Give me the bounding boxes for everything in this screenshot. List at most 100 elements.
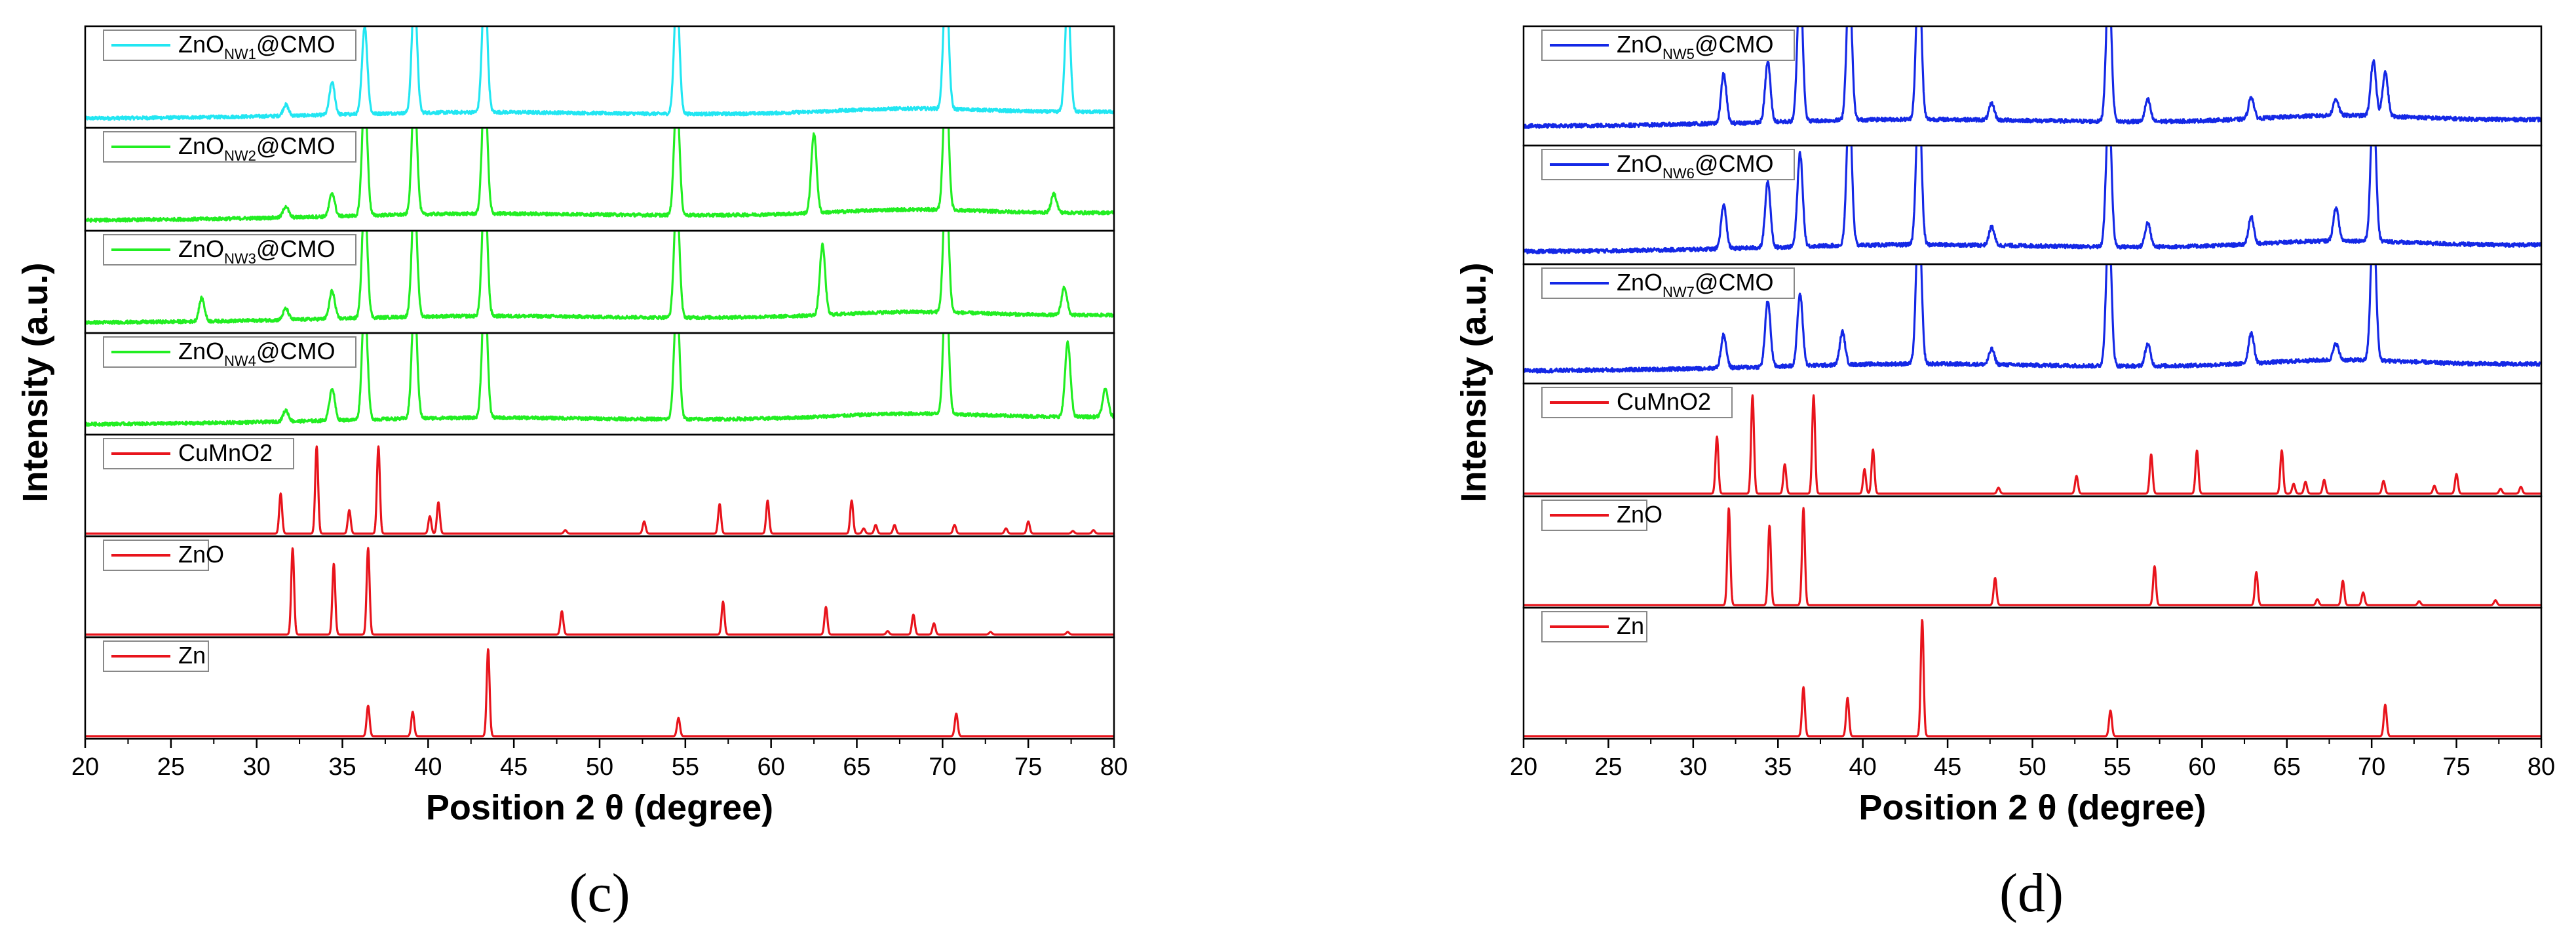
legend-label: ZnONW4@CMO (178, 338, 335, 369)
series-line-ZnO_NW4@CMO (85, 333, 1114, 427)
legend-label-main: Zn (178, 642, 206, 669)
series-line-CuMnO2 (85, 445, 1114, 535)
series-line-Zn (85, 648, 1114, 738)
x-tick-label: 70 (929, 753, 956, 781)
panel-label-d: (d) (1999, 863, 2064, 924)
legend-ZnO_NW6@CMO: ZnONW6@CMO (1541, 149, 1795, 182)
legend-label: ZnONW6@CMO (1617, 150, 1773, 182)
legend-CuMnO2: CuMnO2 (103, 438, 294, 469)
series-line-ZnO (85, 547, 1114, 636)
x-tick-label: 30 (1680, 753, 1707, 781)
series-c-1 (85, 128, 1114, 223)
legend-box (103, 131, 356, 163)
series-c-6 (85, 648, 1114, 738)
legend-ZnO_NW5@CMO: ZnONW5@CMO (1541, 30, 1795, 62)
series-line-ZnO_NW5@CMO (1524, 26, 2541, 129)
legend-label-main: ZnO (1617, 269, 1663, 296)
series-line-ZnO_NW6@CMO (1524, 146, 2541, 254)
x-tick-label: 35 (328, 753, 356, 781)
legend-label-tail: @CMO (1695, 31, 1774, 58)
legend-label: Zn (178, 642, 206, 669)
legend-label-sub: NW3 (224, 250, 256, 267)
x-tick-label: 50 (586, 753, 613, 781)
legend-ZnO_NW1@CMO: ZnONW1@CMO (103, 30, 356, 62)
series-frame (84, 636, 1115, 740)
x-tick-label: 25 (157, 753, 185, 781)
legend-label-main: ZnO (1617, 150, 1663, 177)
x-tick-label: 45 (1934, 753, 1961, 781)
x-tick-label: 60 (758, 753, 785, 781)
legend-label: ZnONW5@CMO (1617, 31, 1773, 62)
series-line-ZnO_NW1@CMO (85, 26, 1114, 121)
x-tick-label: 55 (672, 753, 699, 781)
chart-d: ZnONW5@CMOZnONW6@CMOZnONW7@CMOCuMnO2ZnOZ… (1454, 25, 2555, 924)
series-frame (1522, 606, 2543, 740)
x-tick-label: 70 (2358, 753, 2385, 781)
series-c-5 (85, 547, 1114, 636)
series-d-2 (1524, 264, 2541, 374)
y-axis-label: Intensity (a.u.) (16, 262, 55, 502)
legend-label-main: CuMnO2 (178, 439, 273, 466)
legend-label: CuMnO2 (178, 439, 273, 466)
legend-label: ZnONW2@CMO (178, 132, 335, 164)
chart-c: ZnONW1@CMOZnONW2@CMOZnONW3@CMOZnONW4@CMO… (16, 25, 1128, 924)
legend-label-main: ZnO (178, 235, 224, 262)
series-line-ZnO_NW7@CMO (1524, 264, 2541, 374)
legend-label: ZnONW1@CMO (178, 31, 335, 62)
legend-CuMnO2: CuMnO2 (1541, 387, 1733, 418)
x-tick-label: 40 (1849, 753, 1877, 781)
series-frame (1522, 495, 2543, 609)
legend-label-main: ZnO (178, 132, 224, 159)
legend-ZnO_NW7@CMO: ZnONW7@CMO (1541, 267, 1795, 300)
x-tick-label: 40 (414, 753, 442, 781)
x-tick-label: 65 (843, 753, 870, 781)
legend-Zn: Zn (1541, 611, 1647, 642)
legend-label-tail: @CMO (256, 338, 336, 364)
x-tick-label: 80 (1100, 753, 1128, 781)
series-c-0 (85, 26, 1114, 121)
series-c-3 (85, 333, 1114, 427)
x-tick-label: 45 (500, 753, 528, 781)
x-tick-label: 75 (2442, 753, 2470, 781)
legend-box (1541, 30, 1795, 61)
legend-label-tail: @CMO (256, 235, 336, 262)
x-tick-label: 60 (2188, 753, 2216, 781)
legend-label-main: ZnO (1617, 501, 1663, 528)
series-line-Zn (1524, 619, 2541, 738)
series-d-0 (1524, 26, 2541, 129)
legend-ZnO: ZnO (103, 540, 224, 571)
x-tick-label: 20 (71, 753, 99, 781)
legend-label-main: ZnO (1617, 31, 1663, 58)
series-c-4 (85, 445, 1114, 535)
legend-label-main: Zn (1617, 612, 1644, 639)
series-d-4 (1524, 507, 2541, 606)
series-line-ZnO_NW3@CMO (85, 231, 1114, 325)
legend-label-tail: @CMO (1695, 150, 1774, 177)
legend-label-sub: NW4 (224, 353, 256, 369)
legend-label-sub: NW1 (224, 46, 256, 62)
series-line-ZnO_NW2@CMO (85, 128, 1114, 223)
legend-label: CuMnO2 (1617, 388, 1711, 415)
legend-Zn: Zn (103, 640, 209, 672)
panel-label-c: (c) (569, 863, 630, 924)
legend-label-tail: @CMO (256, 132, 336, 159)
x-axis-label: Position 2 θ (degree) (426, 788, 773, 827)
legend-label: ZnO (1617, 501, 1663, 528)
x-tick-label: 30 (243, 753, 271, 781)
legend-label-sub: NW7 (1663, 284, 1695, 300)
x-tick-label: 55 (2104, 753, 2131, 781)
legend-ZnO_NW3@CMO: ZnONW3@CMO (103, 234, 356, 267)
y-axis-label: Intensity (a.u.) (1454, 262, 1493, 502)
x-tick-label: 80 (2528, 753, 2555, 781)
x-tick-label: 25 (1594, 753, 1622, 781)
x-axis-label: Position 2 θ (degree) (1858, 788, 2206, 827)
legend-label: ZnO (178, 541, 224, 568)
x-tick-label: 20 (1510, 753, 1537, 781)
x-tick-label: 65 (2273, 753, 2301, 781)
series-d-3 (1524, 394, 2541, 495)
legend-label: ZnONW3@CMO (178, 235, 335, 267)
x-tick-label: 50 (2018, 753, 2046, 781)
legend-label-tail: @CMO (256, 31, 336, 58)
